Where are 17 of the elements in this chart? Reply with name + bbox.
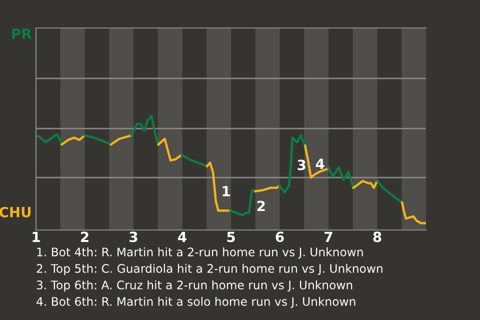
x-tick-label: 1 xyxy=(32,232,40,242)
x-tick-label: 4 xyxy=(178,232,186,242)
text: PR xyxy=(12,28,32,39)
x-tick-label: 2 xyxy=(81,232,88,242)
annotation: 3 xyxy=(298,160,306,170)
annotation: 1 xyxy=(222,186,230,196)
x-tick-label: 6 xyxy=(276,232,284,242)
x-tick-label: 3 xyxy=(130,232,138,242)
text: 2. Top 5th: C. Guardiola hit a 2-run home run vs J. Unknown xyxy=(36,264,382,276)
x-tick-label: 8 xyxy=(373,232,382,242)
text: 1. Bot 4th: R. Martin hit a 2-run home run vs J. Unknown xyxy=(37,247,363,259)
text: 3. Top 6th: A. Cruz hit a 2-run home run vs J. Unknown xyxy=(36,280,352,292)
annotation: 2 xyxy=(257,200,265,212)
annotation: 4 xyxy=(316,158,324,169)
x-tick-label: 7 xyxy=(324,232,332,242)
text: 4. Bot 6th: R. Martin hit a solo home run vs J. Unknown xyxy=(36,296,356,308)
x-tick-label: 5 xyxy=(227,232,235,242)
